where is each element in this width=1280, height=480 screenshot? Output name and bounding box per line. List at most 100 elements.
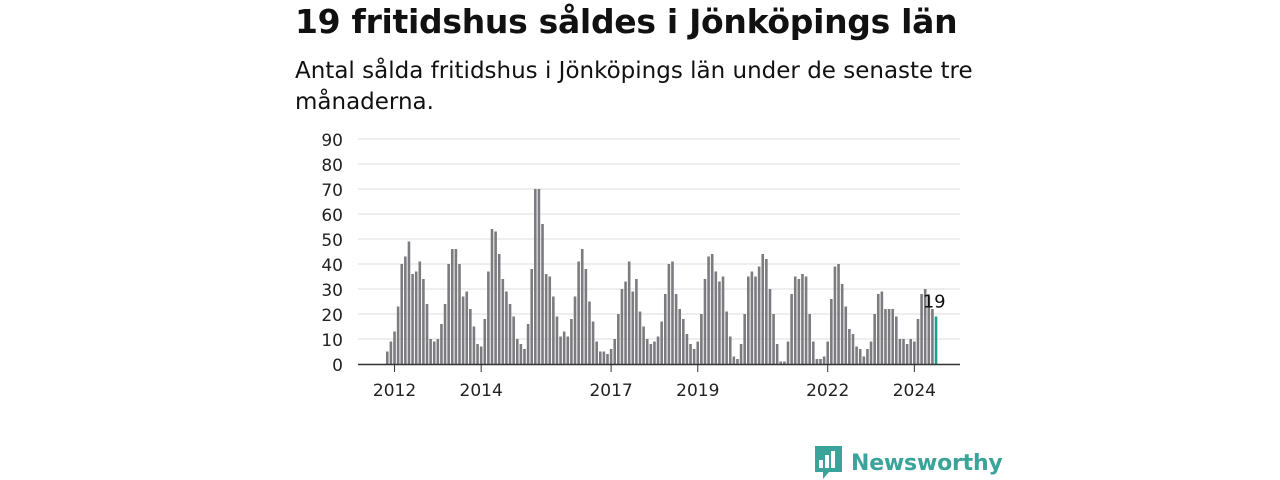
bar [530, 269, 533, 364]
y-axis-labels: 0 10 20 30 40 50 60 70 80 90 [321, 131, 343, 376]
bar [775, 344, 779, 364]
bar [898, 339, 902, 364]
bar [743, 314, 746, 364]
bar [638, 311, 642, 364]
bar [833, 266, 837, 364]
bar [858, 349, 862, 364]
y-tick-label: 20 [321, 306, 343, 326]
bar [783, 361, 786, 364]
bar [490, 229, 494, 364]
y-tick-label: 80 [321, 156, 343, 176]
bar [747, 276, 750, 364]
bar [844, 306, 848, 364]
bar [602, 351, 606, 364]
bar [761, 254, 765, 364]
brand-name: Newsworthy [851, 450, 1003, 476]
bar [494, 231, 497, 364]
bar [414, 271, 418, 364]
bar [552, 296, 555, 364]
bar [754, 276, 757, 364]
bar [519, 344, 523, 364]
bar [461, 296, 465, 364]
bar-latest [934, 316, 938, 364]
bar [432, 341, 436, 364]
bar [692, 349, 696, 364]
bar-chart: 0 10 20 30 40 50 60 70 80 90 2012 2014 2017 2019 2022… [321, 131, 960, 401]
bars [386, 189, 938, 364]
bar [407, 241, 411, 364]
bar [476, 344, 479, 364]
bar [826, 341, 830, 364]
bar [472, 326, 476, 364]
bar [880, 291, 884, 364]
bar [855, 346, 858, 364]
bar [450, 249, 454, 364]
bar [819, 359, 822, 364]
bar [617, 314, 620, 364]
x-tick-label: 2024 [893, 381, 936, 401]
bar [649, 344, 653, 364]
bar [916, 319, 920, 364]
bar [927, 296, 931, 364]
bar [797, 279, 801, 364]
bar [541, 224, 544, 364]
bar [663, 294, 667, 364]
bar [700, 314, 703, 364]
bar [465, 291, 469, 364]
bar [696, 341, 700, 364]
y-tick-label: 50 [321, 231, 343, 251]
bar [559, 336, 562, 364]
bar [440, 324, 443, 364]
bar [422, 279, 425, 364]
bar [786, 341, 790, 364]
bar [793, 276, 797, 364]
bar [678, 309, 682, 364]
bar [627, 261, 631, 364]
bar [418, 261, 422, 364]
bar [811, 341, 815, 364]
bar [458, 264, 461, 364]
chart-subtitle: Antal sålda fritidshus i Jönköpings län … [295, 58, 973, 115]
bar [447, 264, 450, 364]
y-tick-label: 70 [321, 181, 343, 201]
bar [411, 274, 414, 364]
bar [685, 334, 689, 364]
bar [884, 309, 887, 364]
bar [386, 351, 389, 364]
y-tick-label: 90 [321, 131, 343, 151]
bar [873, 314, 876, 364]
bar [739, 344, 743, 364]
bar [891, 309, 894, 364]
bar [631, 291, 635, 364]
bar [866, 349, 869, 364]
y-tick-label: 10 [321, 331, 343, 351]
bar [584, 269, 588, 364]
bar [887, 309, 891, 364]
bar [913, 341, 916, 364]
bar [393, 331, 396, 364]
bar [837, 264, 840, 364]
x-tick-label: 2017 [589, 381, 632, 401]
bar [479, 346, 483, 364]
bar [620, 289, 624, 364]
bar [573, 296, 577, 364]
bar [869, 341, 873, 364]
x-tick-label: 2022 [806, 381, 849, 401]
bar [429, 339, 432, 364]
bar [768, 289, 772, 364]
bar [923, 289, 927, 364]
bar [534, 189, 537, 364]
bar [505, 291, 508, 364]
bar [425, 304, 429, 364]
x-tick-label: 2014 [460, 381, 503, 401]
bar [595, 341, 598, 364]
y-tick-label: 0 [332, 356, 343, 376]
bar [656, 336, 660, 364]
bar [566, 336, 570, 364]
bar [790, 294, 793, 364]
bar [645, 339, 649, 364]
bar [562, 331, 566, 364]
bar [396, 306, 400, 364]
bar [548, 276, 552, 364]
newsworthy-logo-icon [815, 446, 842, 479]
